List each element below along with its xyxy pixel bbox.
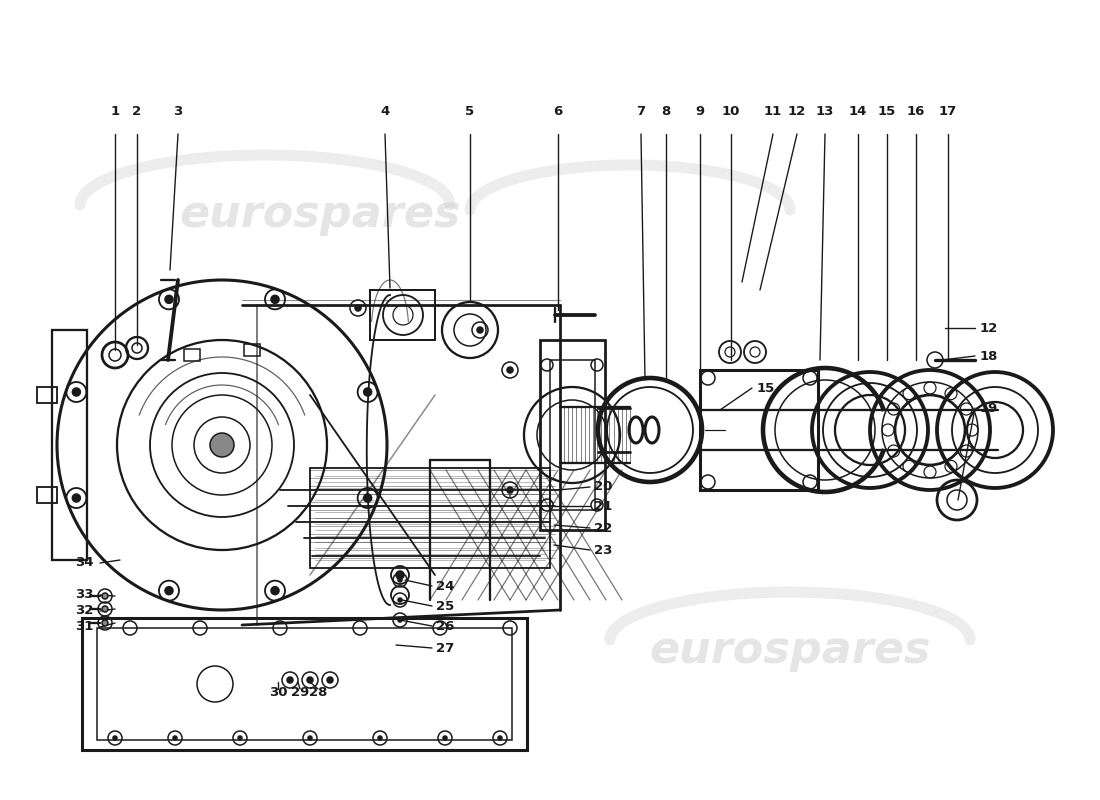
Text: 21: 21 <box>594 499 613 513</box>
Bar <box>37 387 57 403</box>
Text: 27: 27 <box>436 642 454 654</box>
Text: 22: 22 <box>594 522 613 534</box>
Text: 1: 1 <box>110 105 120 118</box>
Bar <box>540 340 605 530</box>
Text: 4: 4 <box>381 105 389 118</box>
Text: 23: 23 <box>594 543 613 557</box>
Circle shape <box>308 736 312 740</box>
Text: 33: 33 <box>75 589 94 602</box>
Text: 7: 7 <box>637 105 646 118</box>
Text: 18: 18 <box>980 350 999 362</box>
Text: 20: 20 <box>594 481 613 494</box>
Text: 25: 25 <box>436 599 454 613</box>
Text: 13: 13 <box>816 105 834 118</box>
Text: 29: 29 <box>290 686 309 699</box>
Text: 12: 12 <box>980 322 999 334</box>
Text: 15: 15 <box>757 382 776 394</box>
Bar <box>82 618 527 750</box>
Bar <box>244 344 260 356</box>
Bar <box>97 628 512 740</box>
Circle shape <box>498 736 502 740</box>
Text: 32: 32 <box>75 605 94 618</box>
Circle shape <box>102 606 108 612</box>
Text: 28: 28 <box>309 686 327 699</box>
Circle shape <box>443 736 447 740</box>
Circle shape <box>398 578 402 582</box>
Text: 9: 9 <box>695 105 705 118</box>
Text: 14: 14 <box>849 105 867 118</box>
Circle shape <box>307 677 314 683</box>
Bar <box>550 360 595 510</box>
Text: 12: 12 <box>788 105 806 118</box>
Circle shape <box>507 487 513 493</box>
Bar <box>700 370 818 490</box>
Circle shape <box>287 677 293 683</box>
Circle shape <box>398 618 402 622</box>
Circle shape <box>271 586 279 594</box>
Circle shape <box>113 736 117 740</box>
Text: 11: 11 <box>763 105 782 118</box>
Text: 3: 3 <box>174 105 183 118</box>
Circle shape <box>210 433 234 457</box>
Bar <box>37 487 57 503</box>
Circle shape <box>364 494 372 502</box>
Circle shape <box>102 593 108 599</box>
Text: 19: 19 <box>980 402 999 414</box>
Text: 2: 2 <box>132 105 142 118</box>
Text: 10: 10 <box>722 105 740 118</box>
Text: 5: 5 <box>465 105 474 118</box>
Bar <box>370 290 434 340</box>
Bar <box>310 468 550 568</box>
Text: 30: 30 <box>268 686 287 699</box>
Text: 34: 34 <box>75 557 94 570</box>
Circle shape <box>507 367 513 373</box>
Circle shape <box>355 305 361 311</box>
Circle shape <box>102 620 108 626</box>
Text: 17: 17 <box>939 105 957 118</box>
Circle shape <box>165 586 173 594</box>
Text: 26: 26 <box>436 619 454 633</box>
Circle shape <box>271 295 279 303</box>
Text: eurospares: eurospares <box>179 194 461 237</box>
Circle shape <box>477 327 483 333</box>
Circle shape <box>378 736 382 740</box>
Text: 15: 15 <box>878 105 896 118</box>
Text: 16: 16 <box>906 105 925 118</box>
Circle shape <box>73 494 80 502</box>
Circle shape <box>165 295 173 303</box>
Circle shape <box>327 677 333 683</box>
Circle shape <box>73 388 80 396</box>
Text: 31: 31 <box>75 621 94 634</box>
Circle shape <box>396 571 404 579</box>
Text: 8: 8 <box>661 105 671 118</box>
Text: 24: 24 <box>436 579 454 593</box>
Circle shape <box>398 598 402 602</box>
Text: eurospares: eurospares <box>649 629 931 671</box>
Circle shape <box>173 736 177 740</box>
Circle shape <box>238 736 242 740</box>
Text: 6: 6 <box>553 105 562 118</box>
Circle shape <box>364 388 372 396</box>
Bar <box>184 349 200 361</box>
